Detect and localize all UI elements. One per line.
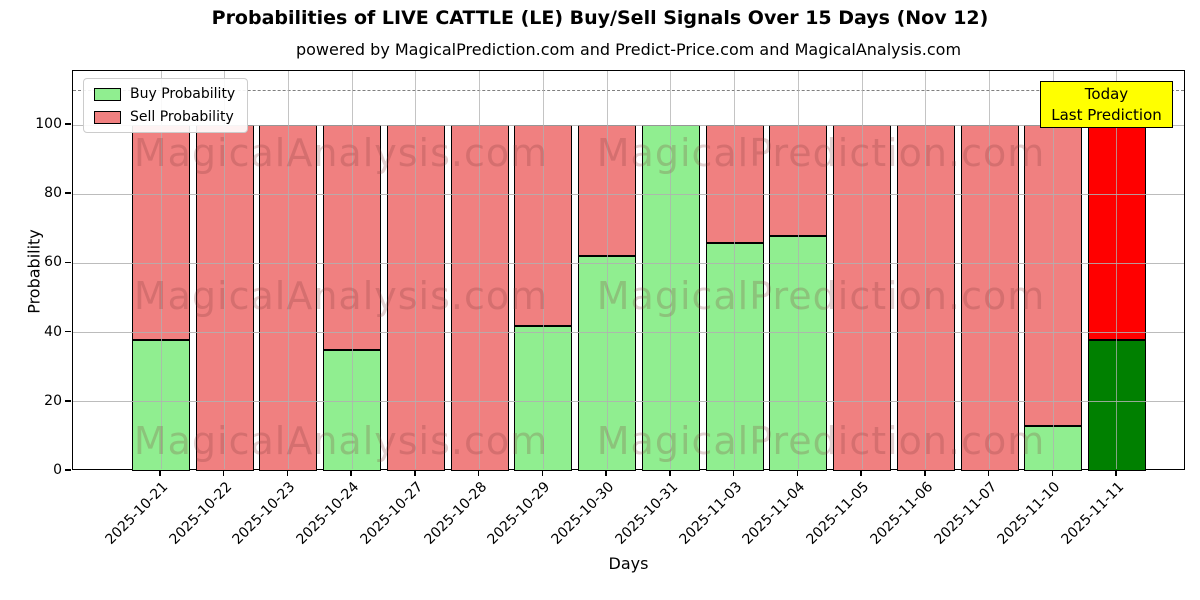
x-tick bbox=[669, 470, 671, 476]
y-tick-label: 100 bbox=[35, 116, 62, 132]
h-gridline bbox=[73, 332, 1184, 334]
y-axis-title: Probability bbox=[24, 229, 44, 314]
watermark-text: MagicalPrediction.com bbox=[596, 419, 1046, 463]
y-tick bbox=[65, 330, 71, 333]
plot-area: Buy Probability Sell Probability Magical… bbox=[72, 70, 1185, 471]
x-tick bbox=[732, 470, 735, 476]
x-tick bbox=[605, 470, 607, 476]
y-tick-label: 20 bbox=[44, 392, 62, 409]
watermark-text: MagicalAnalysis.com bbox=[133, 419, 549, 463]
today-annotation: Today Last Prediction bbox=[1040, 81, 1173, 128]
sell-swatch-icon bbox=[94, 110, 121, 124]
x-tick bbox=[541, 470, 544, 476]
v-gridline bbox=[989, 71, 991, 469]
v-gridline bbox=[1052, 71, 1054, 469]
v-gridline bbox=[797, 71, 799, 469]
v-gridline bbox=[224, 71, 226, 469]
threshold-dashed-line bbox=[73, 90, 1184, 92]
watermark-text: MagicalPrediction.com bbox=[596, 131, 1046, 175]
h-gridline bbox=[73, 401, 1184, 403]
y-tick-label: 80 bbox=[44, 185, 62, 202]
v-gridline bbox=[351, 71, 353, 469]
x-tick bbox=[1051, 470, 1053, 476]
x-tick bbox=[477, 470, 480, 476]
x-tick bbox=[222, 470, 225, 476]
y-tick bbox=[65, 123, 71, 125]
x-axis-title: Days bbox=[608, 554, 649, 573]
x-tick bbox=[414, 470, 416, 476]
v-gridline bbox=[287, 71, 289, 469]
v-gridline bbox=[160, 71, 162, 469]
watermark-text: MagicalPrediction.com bbox=[596, 274, 1046, 318]
v-gridline bbox=[1116, 71, 1118, 469]
y-tick bbox=[65, 469, 71, 471]
legend-item-buy: Buy Probability bbox=[94, 86, 235, 102]
x-tick bbox=[159, 470, 161, 476]
today-annotation-line2: Last Prediction bbox=[1051, 105, 1162, 124]
v-gridline bbox=[415, 71, 417, 469]
watermark-text: MagicalAnalysis.com bbox=[133, 131, 549, 175]
y-tick-label: 60 bbox=[44, 254, 62, 271]
x-tick bbox=[350, 470, 352, 476]
watermark-text: MagicalAnalysis.com bbox=[133, 274, 549, 318]
legend-label-sell: Sell Probability bbox=[130, 109, 234, 125]
buy-swatch-icon bbox=[94, 87, 121, 101]
x-tick bbox=[860, 470, 862, 476]
h-gridline bbox=[73, 124, 1184, 126]
v-gridline bbox=[479, 71, 481, 469]
x-tick bbox=[286, 470, 289, 476]
legend-item-sell: Sell Probability bbox=[94, 109, 235, 125]
y-tick bbox=[65, 192, 71, 194]
x-tick bbox=[1115, 470, 1117, 476]
y-tick-label: 40 bbox=[44, 323, 62, 340]
v-gridline bbox=[670, 71, 672, 469]
v-gridline bbox=[734, 71, 736, 469]
v-gridline bbox=[542, 71, 544, 469]
x-tick bbox=[924, 470, 926, 476]
x-tick bbox=[987, 470, 990, 476]
h-gridline bbox=[73, 262, 1184, 264]
y-tick bbox=[65, 400, 71, 402]
y-tick-label: 0 bbox=[53, 462, 62, 478]
chart-subtitle: powered by MagicalPrediction.com and Pre… bbox=[295, 40, 962, 59]
h-gridline bbox=[73, 193, 1184, 195]
legend: Buy Probability Sell Probability bbox=[83, 78, 249, 133]
v-gridline bbox=[606, 71, 608, 469]
v-gridline bbox=[861, 71, 863, 469]
legend-label-buy: Buy Probability bbox=[130, 86, 236, 102]
chart-title: Probabilities of LIVE CATTLE (LE) Buy/Se… bbox=[211, 7, 989, 29]
v-gridline bbox=[925, 71, 927, 469]
today-annotation-line1: Today bbox=[1084, 84, 1129, 103]
x-tick bbox=[796, 470, 799, 476]
y-tick bbox=[65, 261, 71, 264]
